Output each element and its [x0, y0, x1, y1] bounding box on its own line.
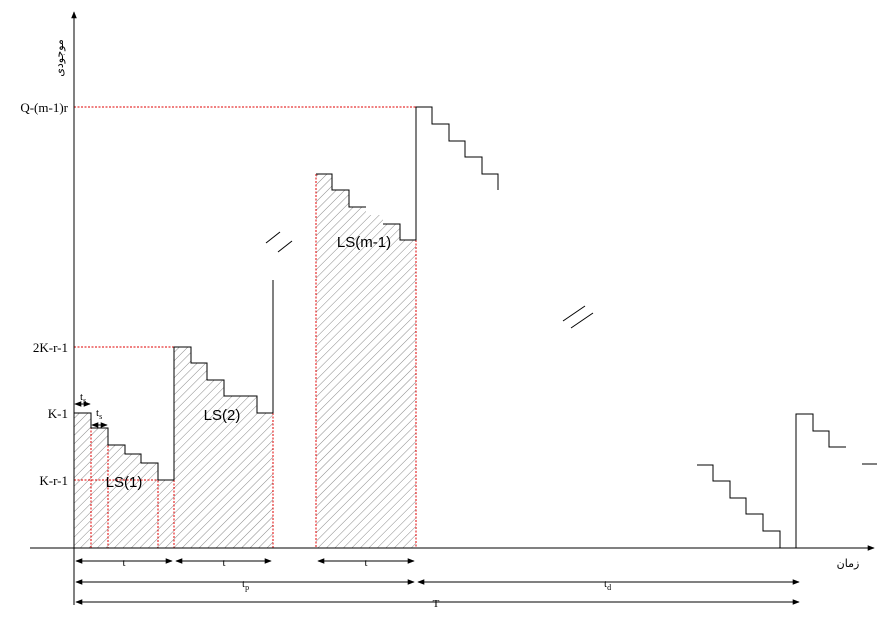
cycle-m-steps: [316, 173, 366, 208]
break-marks: [265, 231, 594, 329]
y-tick-labels: Q-(m-1)r 2K-r-1 K-1 K-r-1: [20, 100, 68, 488]
tp-label-base: t: [242, 578, 245, 590]
region-labels: LS(1) LS(2) LS(m-1): [106, 234, 391, 491]
td-label-base: t: [604, 578, 607, 590]
ts-label-1-base: t: [80, 391, 83, 403]
y-axis-title: موجودی: [53, 39, 66, 77]
td-label-sub: d: [607, 583, 611, 592]
hatch-ls2: [174, 347, 273, 548]
cycle-1-steps: [74, 346, 241, 481]
ts-arrows: [74, 401, 108, 428]
y-label-kr: K-r-1: [39, 473, 68, 488]
break-mark-1b: [277, 240, 293, 253]
label-lsm: LS(m-1): [337, 234, 391, 251]
td-label: td: [604, 578, 611, 592]
depletion-steps: [697, 413, 846, 549]
break-mark-2a: [562, 305, 586, 322]
hatch-lsm: [316, 174, 416, 548]
interval-labels: t t t tp td T: [122, 557, 611, 610]
hatched-regions: [74, 174, 416, 548]
ts-label-2-sub: s: [99, 412, 102, 421]
break-mark-1a: [265, 231, 281, 244]
y-label-2k: 2K-r-1: [33, 340, 68, 355]
t-label-3: t: [364, 557, 367, 569]
inventory-lines: [74, 106, 877, 549]
axes: [30, 11, 875, 605]
ts-label-2: ts: [96, 407, 102, 421]
label-ls2: LS(2): [204, 407, 241, 424]
ts-label-1-sub: s: [83, 396, 86, 405]
t-label-2: t: [222, 557, 225, 569]
y-label-k1: K-1: [48, 406, 68, 421]
T-label: T: [433, 598, 440, 610]
ts-labels: ts ts: [80, 391, 102, 421]
ts-label-1: ts: [80, 391, 86, 405]
tp-label-sub: p: [245, 583, 249, 592]
break-mark-2b: [570, 312, 594, 329]
y-label-q: Q-(m-1)r: [20, 100, 68, 115]
cycle-m-steps-b: [383, 106, 499, 241]
tp-label: tp: [242, 578, 249, 592]
interval-arrows: [75, 558, 800, 605]
ts-label-2-base: t: [96, 407, 99, 419]
label-ls1: LS(1): [106, 474, 143, 491]
cycle-2-steps: [241, 280, 274, 414]
x-axis-title: زمان: [837, 557, 860, 570]
t-label-1: t: [122, 557, 125, 569]
